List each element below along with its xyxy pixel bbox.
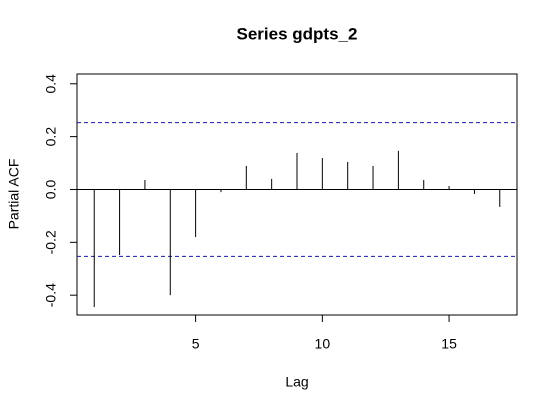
- x-axis-label: Lag: [285, 374, 308, 390]
- x-tick-label: 5: [192, 336, 200, 352]
- y-tick-label: -0.4: [43, 283, 59, 307]
- x-tick-label: 15: [441, 336, 457, 352]
- y-axis-label: Partial ACF: [6, 159, 22, 230]
- y-tick-label: 0.2: [43, 127, 59, 147]
- y-tick-label: 0.0: [43, 180, 59, 200]
- y-tick-label: 0.4: [43, 74, 59, 94]
- chart-title: Series gdpts_2: [237, 24, 358, 43]
- plot-frame: [76, 73, 518, 316]
- y-tick-label: -0.2: [43, 230, 59, 254]
- x-tick-label: 10: [315, 336, 331, 352]
